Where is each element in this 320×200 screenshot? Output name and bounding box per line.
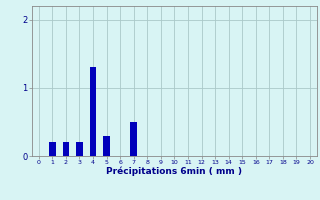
Bar bbox=[90, 67, 96, 156]
Bar bbox=[62, 142, 69, 156]
Bar bbox=[49, 142, 56, 156]
Bar bbox=[76, 142, 83, 156]
Bar bbox=[130, 122, 137, 156]
X-axis label: Précipitations 6min ( mm ): Précipitations 6min ( mm ) bbox=[106, 167, 243, 176]
Bar bbox=[103, 136, 110, 156]
